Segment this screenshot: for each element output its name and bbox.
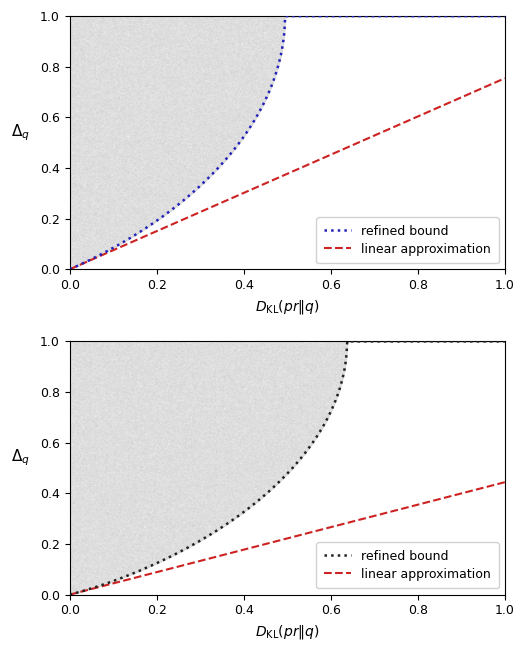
Legend: refined bound, linear approximation: refined bound, linear approximation: [317, 217, 499, 263]
Legend: refined bound, linear approximation: refined bound, linear approximation: [317, 542, 499, 588]
Y-axis label: $\Delta_q$: $\Delta_q$: [11, 122, 30, 143]
X-axis label: $D_{\mathrm{KL}}(pr \| q)$: $D_{\mathrm{KL}}(pr \| q)$: [255, 623, 320, 641]
Y-axis label: $\Delta_q$: $\Delta_q$: [11, 447, 30, 468]
X-axis label: $D_{\mathrm{KL}}(pr \| q)$: $D_{\mathrm{KL}}(pr \| q)$: [255, 297, 320, 316]
